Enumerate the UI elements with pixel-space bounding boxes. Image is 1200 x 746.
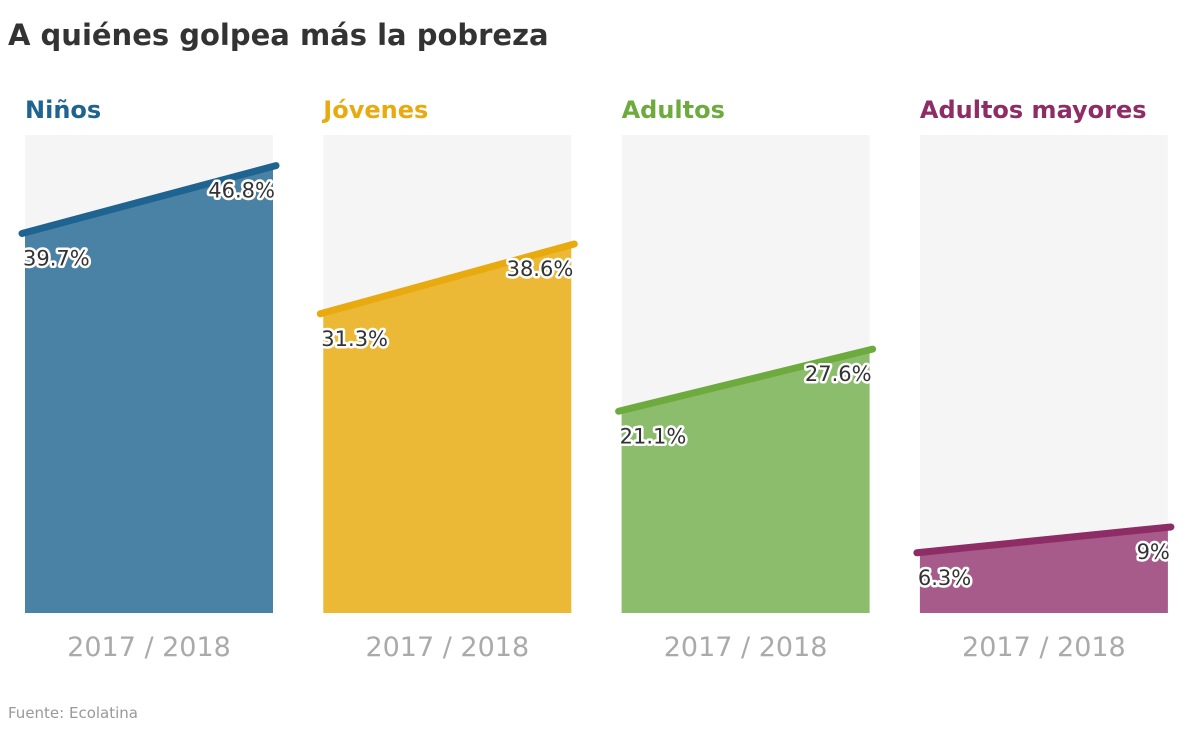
series-line: [615, 345, 877, 415]
series-line: [316, 240, 578, 318]
data-label-2018: 27.6%: [805, 362, 872, 386]
data-label-2017: 31.3%: [321, 327, 388, 351]
chart-title: A quiénes golpea más la pobreza: [8, 18, 549, 52]
source-note: Fuente: Ecolatina: [8, 704, 138, 722]
data-label-2018: 46.8%: [208, 179, 275, 203]
panel-title-niños: Niños: [25, 96, 101, 124]
x-axis-label: 2017 / 2018: [365, 632, 529, 663]
data-label-2017: 21.1%: [620, 424, 687, 448]
x-axis-label: 2017 / 2018: [67, 632, 231, 663]
data-label-2018: 9%: [1137, 540, 1170, 564]
panels: Niños 39.7% 46.8% 2017 / 2018 Jóvenes 31.3% 38…: [18, 96, 1175, 663]
panel-title-adultos: Adultos: [622, 96, 725, 124]
series-line: [18, 162, 280, 237]
area-fill: [621, 349, 870, 613]
x-axis-label: 2017 / 2018: [664, 632, 828, 663]
data-label-2018: 38.6%: [507, 257, 574, 281]
data-label-2017: 39.7%: [23, 246, 90, 270]
panel-title-jóvenes: Jóvenes: [321, 96, 428, 124]
area-fill: [323, 243, 572, 613]
series-line: [913, 523, 1175, 557]
data-label-2017: 6.3%: [918, 566, 971, 590]
panel-title-adultos-mayores: Adultos mayores: [920, 96, 1147, 124]
x-axis-label: 2017 / 2018: [962, 632, 1126, 663]
area-fill: [25, 165, 273, 614]
